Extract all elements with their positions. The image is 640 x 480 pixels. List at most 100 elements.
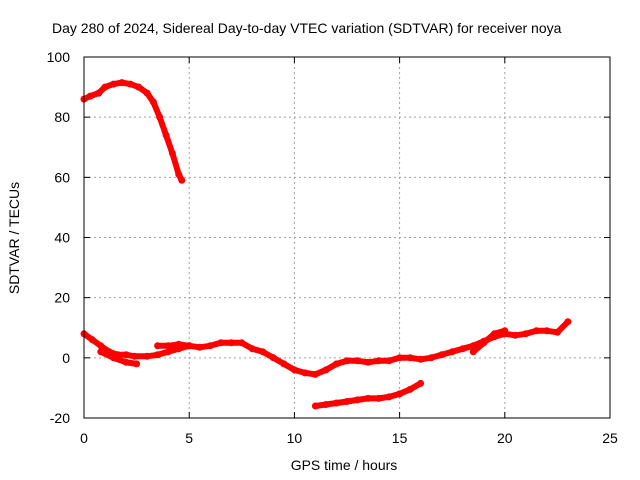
data-point — [385, 393, 393, 401]
data-point — [333, 360, 340, 368]
y-tick-label: -20 — [50, 410, 70, 426]
data-point — [480, 339, 488, 347]
data-point — [375, 394, 383, 402]
y-tick-label: 20 — [54, 290, 70, 306]
data-point — [522, 330, 530, 338]
data-point — [88, 336, 96, 344]
data-point — [385, 357, 393, 365]
y-tick-label: 100 — [47, 49, 71, 65]
data-point — [280, 360, 288, 368]
data-point — [532, 327, 540, 335]
data-point — [86, 92, 94, 100]
data-point — [501, 327, 509, 335]
data-point — [206, 342, 214, 350]
data-point — [118, 79, 126, 87]
x-axis-label: GPS time / hours — [291, 457, 398, 473]
data-point — [175, 170, 183, 178]
data-point — [364, 358, 372, 366]
data-point — [164, 342, 172, 350]
y-tick-label: 60 — [54, 169, 70, 185]
data-point — [448, 348, 456, 356]
data-point — [322, 366, 330, 374]
data-point — [469, 348, 477, 356]
x-tick-label: 5 — [185, 430, 193, 446]
data-point — [417, 355, 425, 363]
data-point — [217, 339, 225, 347]
y-tick-label: 40 — [54, 230, 70, 246]
data-point — [156, 113, 164, 121]
data-point — [354, 396, 361, 404]
data-point — [511, 331, 519, 339]
data-point — [490, 330, 498, 338]
data-point — [168, 149, 176, 157]
data-point — [154, 342, 162, 350]
data-point — [427, 354, 435, 362]
data-point — [375, 357, 383, 365]
data-point — [154, 351, 162, 359]
data-point — [175, 340, 183, 348]
data-point — [122, 351, 130, 359]
data-point — [438, 351, 446, 359]
data-point — [178, 176, 186, 184]
data-point — [364, 394, 372, 402]
data-point — [131, 352, 138, 360]
data-point — [343, 398, 351, 405]
data-point — [248, 345, 256, 353]
data-point — [396, 390, 404, 398]
data-point — [301, 369, 309, 377]
data-point — [459, 345, 467, 353]
data-point — [122, 358, 130, 366]
data-point — [97, 342, 105, 350]
data-point — [110, 80, 117, 88]
data-point — [95, 89, 103, 97]
x-tick-label: 0 — [80, 430, 88, 446]
data-point — [553, 328, 561, 336]
data-point — [354, 357, 361, 365]
data-point — [406, 354, 414, 362]
data-point — [135, 83, 143, 91]
data-point — [311, 370, 319, 378]
data-point — [101, 83, 109, 91]
data-point — [396, 354, 404, 362]
data-point — [269, 354, 277, 362]
x-tick-label: 10 — [287, 430, 303, 446]
series-line-arc-bump — [154, 341, 193, 349]
data-point — [417, 379, 425, 387]
data-point — [406, 385, 414, 393]
series-line-arc-dip — [97, 348, 140, 367]
data-point — [343, 357, 351, 365]
data-point — [259, 348, 267, 356]
data-point — [290, 366, 298, 374]
y-tick-label: 0 — [62, 350, 70, 366]
data-point — [143, 89, 151, 97]
x-tick-label: 15 — [392, 430, 408, 446]
y-axis-label: SDTVAR / TECUs — [6, 182, 22, 294]
data-point — [110, 354, 117, 362]
y-tick-label: 80 — [54, 109, 70, 125]
data-point — [543, 327, 551, 335]
data-series — [80, 79, 572, 410]
data-point — [227, 339, 235, 347]
series-line-arc-late — [470, 327, 508, 355]
data-point — [126, 80, 134, 88]
chart-title: Day 280 of 2024, Sidereal Day-to-day VTE… — [52, 20, 562, 36]
x-tick-label: 20 — [497, 430, 513, 446]
series-line-arc-high — [81, 79, 185, 184]
data-point — [196, 343, 204, 351]
data-point — [333, 399, 340, 407]
data-point — [162, 131, 170, 139]
data-point — [564, 318, 572, 326]
data-point — [97, 348, 105, 356]
data-point — [133, 360, 141, 368]
x-tick-label: 25 — [602, 430, 618, 446]
data-point — [143, 352, 151, 360]
axis-ticks: 0 5 10 15 20 25 -20 0 20 40 60 80 100 — [47, 49, 618, 446]
series-line-arc-low — [312, 380, 424, 409]
data-point — [164, 348, 172, 356]
data-point — [311, 402, 319, 410]
data-point — [185, 342, 193, 350]
data-point — [149, 98, 157, 106]
data-point — [322, 401, 330, 408]
data-point — [238, 339, 246, 347]
